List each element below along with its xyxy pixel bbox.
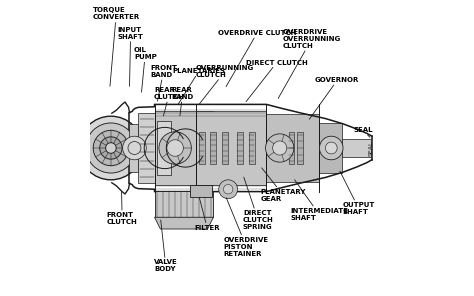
Text: PLANETARY
GEAR: PLANETARY GEAR [261, 168, 306, 202]
Bar [129, 124, 138, 172]
Circle shape [93, 130, 128, 166]
Circle shape [167, 140, 183, 156]
Text: INTERMEDIATE
SHAFT: INTERMEDIATE SHAFT [290, 180, 348, 221]
Text: SEAL: SEAL [369, 140, 374, 156]
Text: VALVE
BODY: VALVE BODY [154, 220, 178, 272]
Text: OVERRUNNING
CLUTCH: OVERRUNNING CLUTCH [196, 65, 254, 104]
Text: OUTPUT
SHAFT: OUTPUT SHAFT [340, 171, 375, 215]
Text: FILTER: FILTER [194, 198, 220, 231]
Bar [155, 191, 213, 217]
Bar [289, 132, 294, 164]
Bar [155, 111, 213, 185]
Circle shape [106, 143, 116, 153]
Bar [196, 111, 266, 185]
Text: OVERDRIVE
PISTON
RETAINER: OVERDRIVE PISTON RETAINER [224, 198, 269, 257]
Bar [157, 121, 171, 175]
Text: TORQUE
CONVERTER: TORQUE CONVERTER [92, 7, 140, 86]
Circle shape [79, 116, 143, 180]
Circle shape [325, 142, 337, 154]
Text: REAR
BAND: REAR BAND [172, 87, 194, 116]
Text: FRONT
BAND: FRONT BAND [150, 65, 177, 101]
Circle shape [319, 136, 343, 160]
Polygon shape [155, 217, 213, 229]
Circle shape [128, 141, 141, 155]
Text: INPUT
SHAFT: INPUT SHAFT [118, 27, 144, 86]
Text: REAR
CLUTCH: REAR CLUTCH [154, 87, 185, 116]
Text: SEAL: SEAL [353, 127, 373, 137]
Text: OVERDRIVE CLUTCH: OVERDRIVE CLUTCH [218, 30, 296, 87]
Bar [266, 114, 319, 182]
Text: DIRECT
CLUTCH
SPRING: DIRECT CLUTCH SPRING [243, 177, 273, 230]
Bar [190, 185, 212, 197]
Text: DIRECT CLUTCH: DIRECT CLUTCH [246, 59, 308, 102]
Bar [249, 132, 255, 164]
Bar [342, 139, 371, 157]
Text: OVERDRIVE
OVERRUNNING
CLUTCH: OVERDRIVE OVERRUNNING CLUTCH [278, 29, 341, 99]
Bar [199, 132, 205, 164]
Circle shape [223, 184, 233, 194]
Bar [210, 132, 216, 164]
Circle shape [86, 123, 136, 173]
Text: OIL
PUMP: OIL PUMP [134, 47, 156, 92]
Bar [319, 123, 342, 173]
Circle shape [100, 137, 122, 159]
Circle shape [123, 136, 146, 160]
Circle shape [273, 141, 287, 155]
Text: FRONT
CLUTCH: FRONT CLUTCH [107, 192, 137, 225]
Bar [138, 113, 155, 183]
Circle shape [219, 180, 237, 199]
Bar [222, 132, 228, 164]
Bar [237, 132, 243, 164]
Circle shape [265, 134, 294, 162]
Text: GOVERNOR: GOVERNOR [310, 77, 359, 119]
Text: PLANETARIES: PLANETARIES [172, 68, 225, 104]
Circle shape [159, 132, 191, 164]
Bar [297, 132, 303, 164]
